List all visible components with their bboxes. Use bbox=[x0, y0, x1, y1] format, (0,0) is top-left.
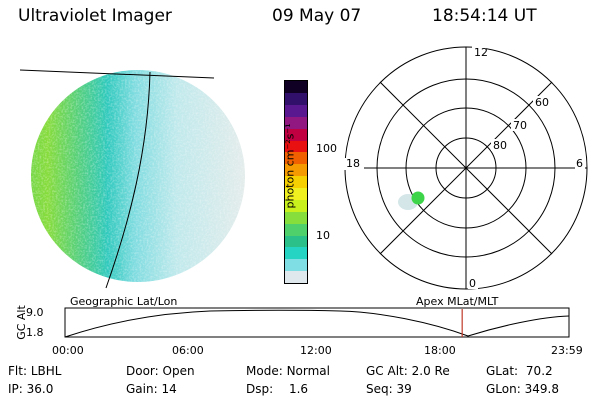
colorbar-segment bbox=[285, 104, 307, 117]
filter-field: Flt: LBHL bbox=[8, 364, 62, 378]
colorbar-segment bbox=[285, 176, 307, 188]
colorbar-segment bbox=[285, 81, 307, 93]
colorbar-segment bbox=[285, 164, 307, 177]
colorbar-tick-10: 10 bbox=[316, 229, 330, 242]
gain-value: 14 bbox=[161, 382, 177, 396]
mlt-label-12: 12 bbox=[474, 46, 488, 59]
seq-value: 39 bbox=[396, 382, 412, 396]
colorbar bbox=[284, 80, 308, 284]
uv-earth-image bbox=[20, 69, 245, 289]
filter-value: LBHL bbox=[30, 364, 62, 378]
timeline-frame bbox=[64, 307, 570, 338]
ip-field: IP: 36.0 bbox=[8, 382, 54, 396]
glon-value: 349.8 bbox=[524, 382, 559, 396]
colorbar-segment bbox=[285, 140, 307, 153]
lat-label-80: 80 bbox=[493, 139, 507, 152]
glat-value: 70.2 bbox=[525, 364, 553, 378]
observation-date: 09 May 07 bbox=[272, 6, 362, 26]
gc-alt-max: 9.0 bbox=[26, 306, 44, 319]
instrument-title: Ultraviolet Imager bbox=[18, 6, 172, 26]
gc-alt-value: 2.0 Re bbox=[411, 364, 450, 378]
colorbar-segment bbox=[285, 199, 307, 212]
dsp-value: 1.6 bbox=[288, 382, 309, 396]
colorbar-segment bbox=[285, 116, 307, 129]
x-tick-0000: 00:00 bbox=[52, 344, 84, 357]
colorbar-segment bbox=[285, 128, 307, 141]
gc-alt-min: 1.8 bbox=[26, 326, 44, 339]
colorbar-segment bbox=[285, 247, 307, 260]
mlt-label-6: 6 bbox=[576, 157, 583, 170]
polar-plot: 12 18 6 0 60 70 80 bbox=[344, 46, 588, 290]
lat-label-60: 60 bbox=[535, 96, 549, 109]
x-tick-1800: 18:00 bbox=[424, 344, 456, 357]
terminator-line bbox=[105, 71, 151, 289]
colorbar-tick-100: 100 bbox=[316, 142, 337, 155]
ip-value: 36.0 bbox=[26, 382, 54, 396]
observation-time: 18:54:14 UT bbox=[432, 6, 537, 26]
door-value: Open bbox=[162, 364, 195, 378]
colorbar-segment bbox=[285, 271, 307, 283]
colorbar-segment bbox=[285, 235, 307, 248]
auroral-spot bbox=[411, 191, 425, 205]
apex-label: Apex MLat/MLT bbox=[416, 295, 499, 308]
gain-field: Gain: 14 bbox=[126, 382, 177, 396]
door-field: Door: Open bbox=[126, 364, 195, 378]
gc-alt-field: GC Alt: 2.0 Re bbox=[366, 364, 450, 378]
lat-label-70: 70 bbox=[513, 119, 527, 132]
seq-field: Seq: 39 bbox=[366, 382, 412, 396]
colorbar-unit-label: photon cm⁻²s⁻¹ bbox=[283, 123, 297, 209]
colorbar-segment bbox=[285, 93, 307, 105]
mode-value: Normal bbox=[286, 364, 330, 378]
colorbar-segment bbox=[285, 152, 307, 165]
colorbar-segment bbox=[285, 223, 307, 236]
geographic-label: Geographic Lat/Lon bbox=[70, 295, 178, 308]
glon-field: GLon: 349.8 bbox=[486, 382, 559, 396]
dsp-field: Dsp: 1.6 bbox=[246, 382, 309, 396]
orbit-timeline-chart bbox=[64, 307, 570, 338]
mlt-label-0: 0 bbox=[469, 277, 476, 290]
x-tick-2359: 23:59 bbox=[551, 344, 583, 357]
x-tick-1200: 12:00 bbox=[300, 344, 332, 357]
glat-field: GLat: 70.2 bbox=[486, 364, 553, 378]
colorbar-segment bbox=[285, 259, 307, 272]
limb-line bbox=[20, 69, 215, 79]
altitude-curve bbox=[64, 309, 570, 338]
x-tick-0600: 06:00 bbox=[172, 344, 204, 357]
colorbar-segment bbox=[285, 188, 307, 200]
mlt-label-18: 18 bbox=[346, 157, 360, 170]
mode-field: Mode: Normal bbox=[246, 364, 330, 378]
polar-axis-diag-2 bbox=[379, 81, 553, 255]
colorbar-segment bbox=[285, 211, 307, 224]
